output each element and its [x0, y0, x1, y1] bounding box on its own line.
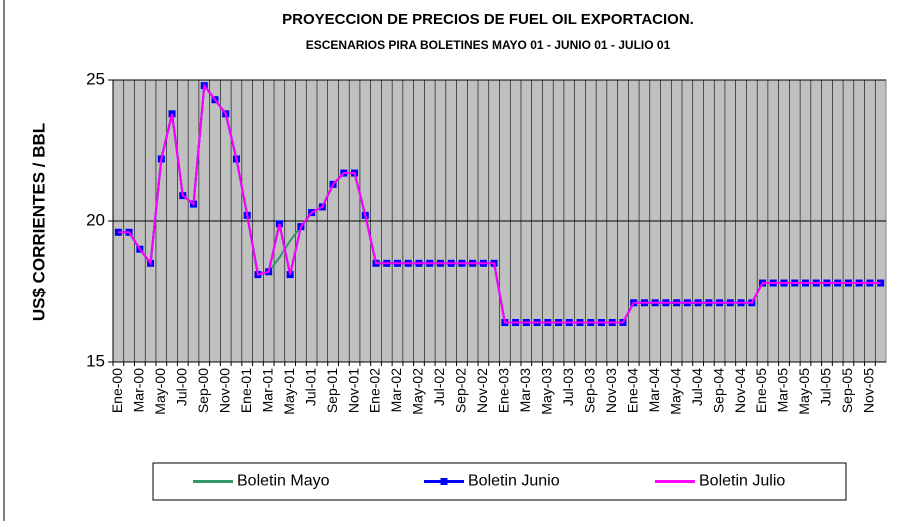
x-tick-label: Ene-01 — [238, 368, 254, 413]
x-tick-label: Nov-03 — [603, 368, 619, 413]
series-line — [118, 82, 881, 324]
x-tick-label: Ene-05 — [753, 368, 769, 413]
x-tick-label: Ene-02 — [367, 368, 383, 413]
x-tick-label: Jul-03 — [560, 368, 576, 406]
x-tick-label: May-05 — [796, 368, 812, 415]
x-tick-label: Sep-01 — [324, 368, 340, 413]
x-tick-label: May-03 — [539, 368, 555, 415]
x-tick-label: Mar-03 — [517, 368, 533, 413]
y-tick-label: 15 — [86, 351, 105, 370]
legend-box — [152, 462, 847, 501]
legend-marker — [440, 478, 448, 485]
x-tick-label: Sep-03 — [581, 368, 597, 413]
y-tick-label: 20 — [86, 210, 105, 229]
x-tick-label: Sep-04 — [710, 368, 726, 413]
x-tick-label: Nov-04 — [732, 368, 748, 413]
x-tick-label: Jul-02 — [431, 368, 447, 406]
x-tick-label: Jul-01 — [302, 368, 318, 406]
x-tick-label: May-04 — [667, 368, 683, 415]
legend-label: Boletin Mayo — [237, 473, 330, 490]
x-tick-label: May-01 — [281, 368, 297, 415]
x-tick-label: Nov-02 — [474, 368, 490, 413]
y-tick-label: 25 — [86, 69, 105, 88]
x-tick-label: Mar-00 — [131, 368, 147, 413]
x-tick-label: Sep-00 — [195, 368, 211, 413]
legend-label: Boletin Junio — [468, 473, 560, 490]
x-tick-label: Nov-00 — [216, 368, 232, 413]
x-tick-label: May-00 — [152, 368, 168, 415]
chart-title: PROYECCION DE PRECIOS DE FUEL OIL EXPORT… — [282, 11, 694, 28]
chart-subtitle: ESCENARIOS PIRA BOLETINES MAYO 01 - JUNI… — [306, 38, 671, 52]
x-tick-label: Mar-05 — [775, 368, 791, 413]
x-tick-label: Nov-01 — [345, 368, 361, 413]
x-tick-label: Sep-05 — [839, 368, 855, 413]
x-tick-label: Ene-04 — [624, 368, 640, 413]
x-tick-label: May-02 — [410, 368, 426, 415]
x-tick-label: Jul-05 — [818, 368, 834, 406]
x-tick-label: Jul-00 — [173, 368, 189, 406]
x-tick-label: Mar-04 — [646, 368, 662, 413]
x-tick-label: Ene-00 — [109, 368, 125, 413]
x-tick-label: Nov-05 — [861, 368, 877, 413]
x-tick-label: Sep-02 — [453, 368, 469, 413]
x-tick-label: Mar-02 — [388, 368, 404, 413]
x-tick-label: Jul-04 — [689, 368, 705, 406]
x-tick-label: Ene-03 — [496, 368, 512, 413]
x-tick-label: Mar-01 — [259, 368, 275, 413]
legend-label: Boletin Julio — [699, 473, 785, 490]
y-axis-label: US$ CORRIENTES / BBL — [29, 123, 48, 321]
